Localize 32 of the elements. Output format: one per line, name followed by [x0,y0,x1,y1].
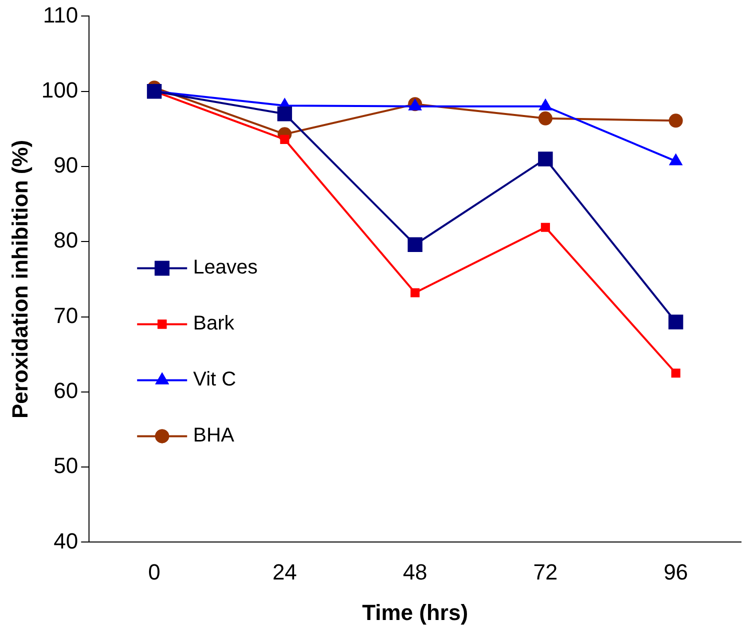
y-axis-title: Peroxidation inhibition (%) [7,140,32,419]
point [408,237,422,252]
point [410,288,420,298]
y-tick-label: 60 [54,378,78,403]
x-tick-label: 0 [148,559,160,584]
point [277,106,292,122]
x-tick-label: 48 [402,559,428,584]
y-tick-label: 100 [41,77,78,102]
y-tick-label: 70 [54,302,78,328]
legend-label: BHA [193,424,235,447]
point [280,134,290,144]
y-tick-label: 90 [54,152,78,178]
legend-label: Bark [193,312,236,335]
y-tick-label: 40 [54,528,78,554]
point [538,152,553,166]
x-axis-title: Time (hrs) [362,600,468,625]
x-tick-label: 24 [272,559,297,584]
y-tick-label: 80 [54,228,78,253]
x-tick-label: 72 [533,559,558,584]
point [668,314,684,330]
point [538,111,552,126]
point [671,368,680,378]
point [670,154,682,166]
legend-label: Leaves [193,256,258,279]
point [146,84,162,99]
x-tick-label: 96 [664,559,688,584]
y-tick-label: 50 [54,453,78,478]
legend-label: Vit C [193,368,236,391]
point [539,99,552,110]
y-tick-label: 110 [43,2,78,28]
point [540,222,550,232]
point [668,114,683,128]
